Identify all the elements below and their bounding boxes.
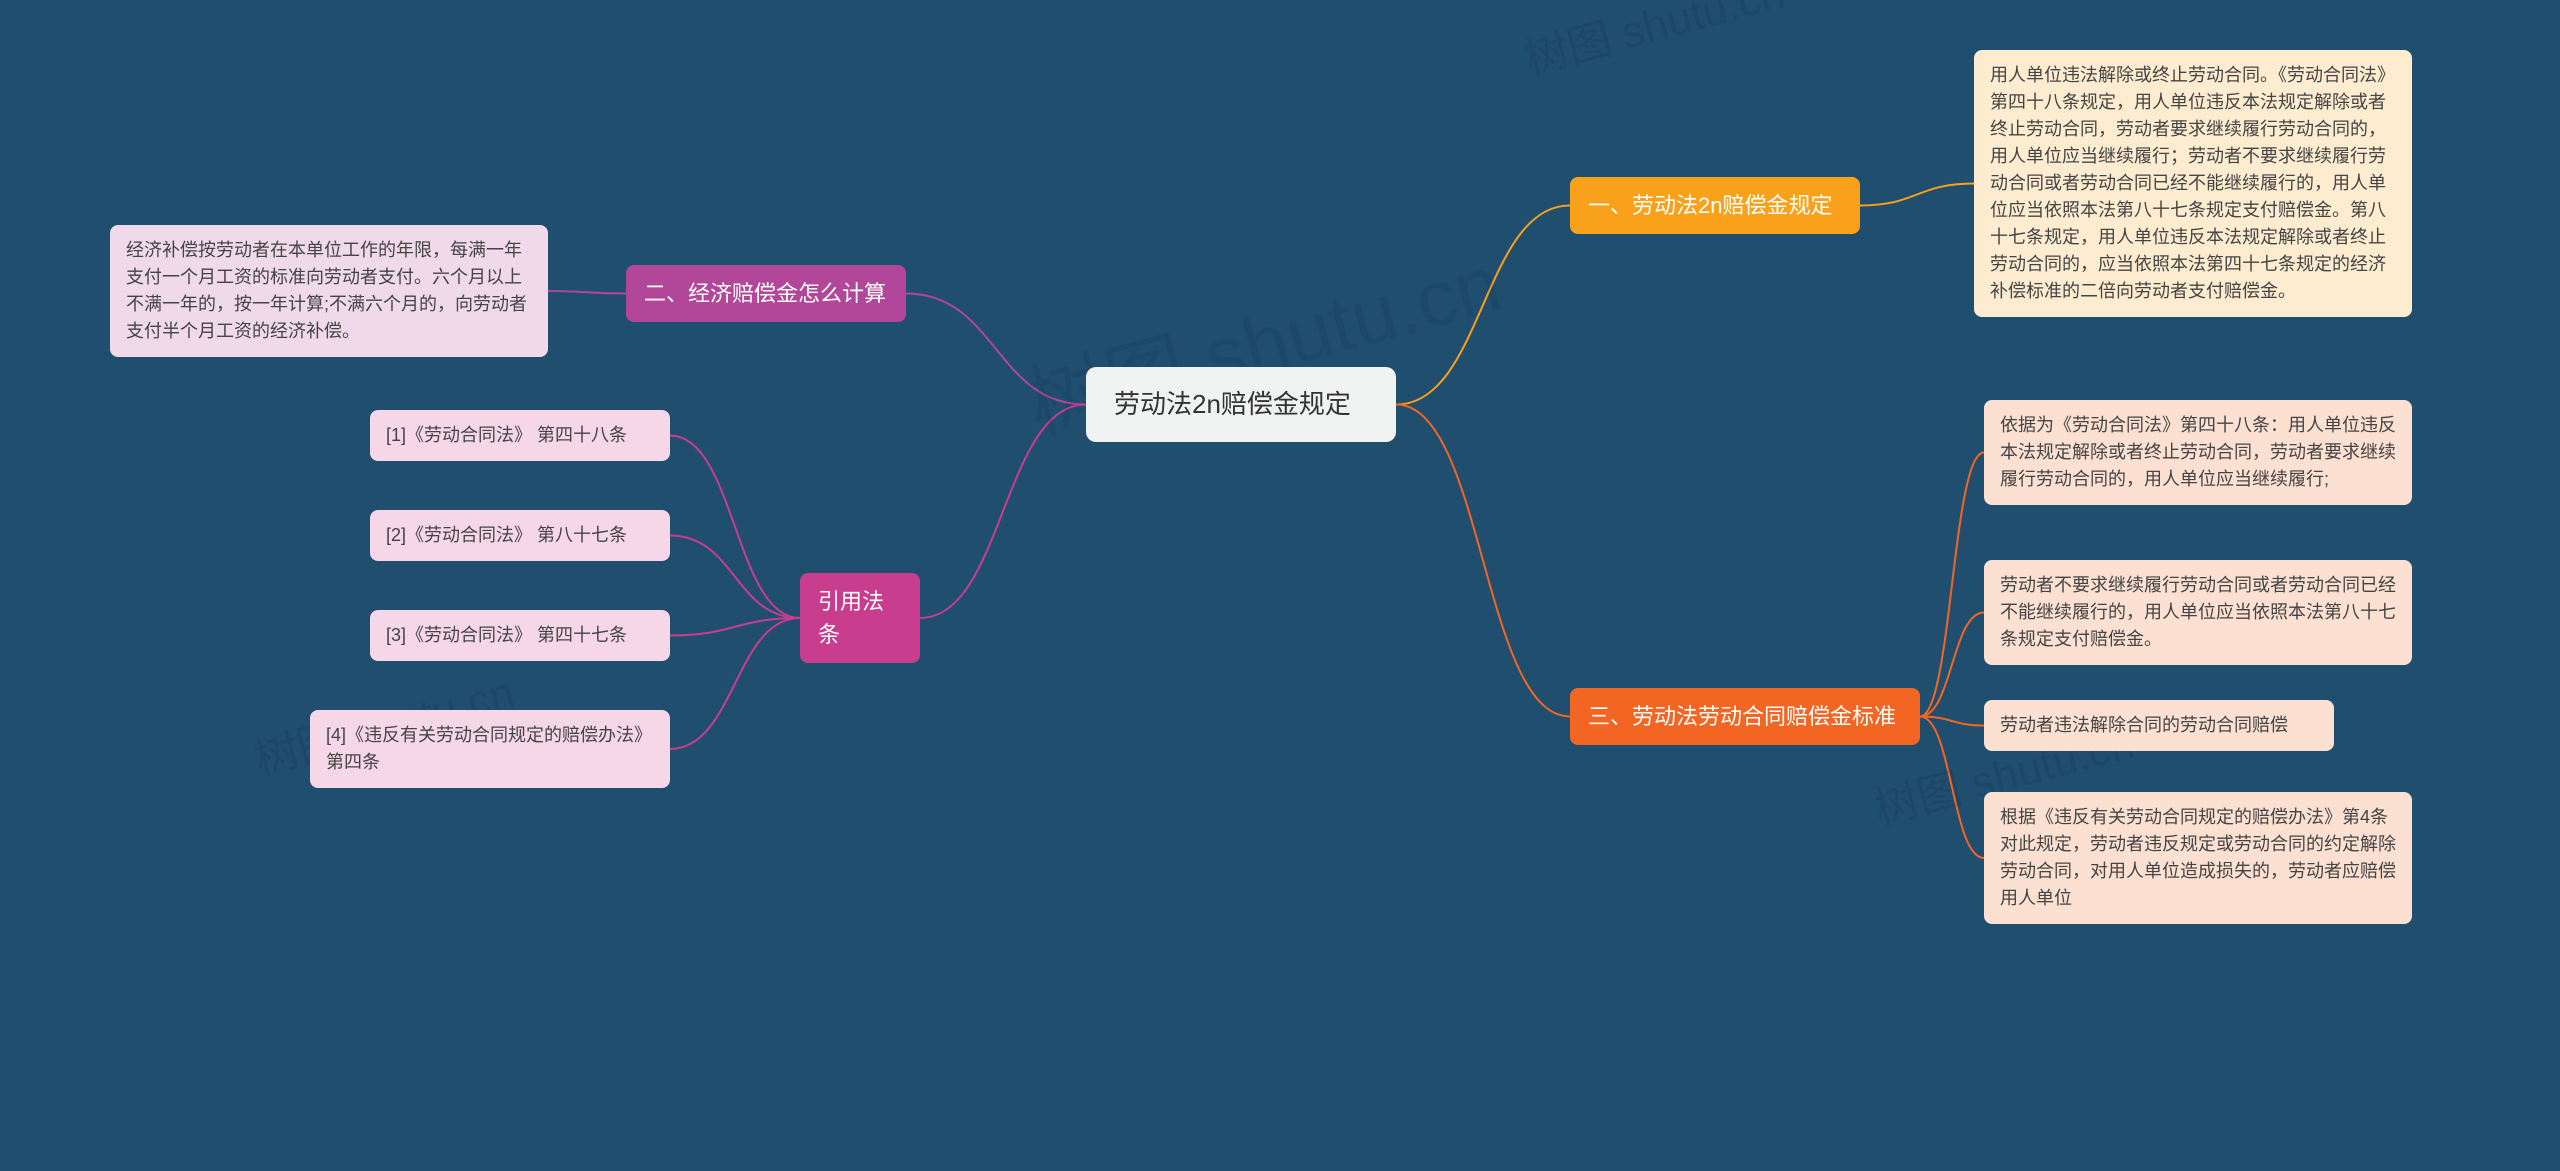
center-node[interactable]: 劳动法2n赔偿金规定 bbox=[1086, 367, 1396, 442]
branch-2-leaf-1[interactable]: 经济补偿按劳动者在本单位工作的年限，每满一年支付一个月工资的标准向劳动者支付。六… bbox=[110, 225, 548, 357]
mindmap-canvas: 树图 shutu.cn 树图 shutu.cn 树图 shutu.cn 树图 s… bbox=[0, 0, 2560, 1171]
branch-3-leaf-4[interactable]: 根据《违反有关劳动合同规定的赔偿办法》第4条对此规定，劳动者违反规定或劳动合同的… bbox=[1984, 792, 2412, 924]
branch-4-leaf-1[interactable]: [1]《劳动合同法》 第四十八条 bbox=[370, 410, 670, 461]
watermark: 树图 shutu.cn bbox=[1516, 0, 1790, 87]
branch-4-leaf-4[interactable]: [4]《违反有关劳动合同规定的赔偿办法》 第四条 bbox=[310, 710, 670, 788]
branch-3-leaf-2[interactable]: 劳动者不要求继续履行劳动合同或者劳动合同已经不能继续履行的，用人单位应当依照本法… bbox=[1984, 560, 2412, 665]
branch-3-leaf-1[interactable]: 依据为《劳动合同法》第四十八条：用人单位违反本法规定解除或者终止劳动合同，劳动者… bbox=[1984, 400, 2412, 505]
branch-4-leaf-2[interactable]: [2]《劳动合同法》 第八十七条 bbox=[370, 510, 670, 561]
branch-1[interactable]: 一、劳动法2n赔偿金规定 bbox=[1570, 177, 1860, 234]
branch-4-leaf-3[interactable]: [3]《劳动合同法》 第四十七条 bbox=[370, 610, 670, 661]
branch-3[interactable]: 三、劳动法劳动合同赔偿金标准 bbox=[1570, 688, 1920, 745]
branch-4[interactable]: 引用法条 bbox=[800, 573, 920, 663]
branch-3-leaf-3[interactable]: 劳动者违法解除合同的劳动合同赔偿 bbox=[1984, 700, 2334, 751]
branch-1-leaf-1[interactable]: 用人单位违法解除或终止劳动合同。《劳动合同法》第四十八条规定，用人单位违反本法规… bbox=[1974, 50, 2412, 317]
branch-2[interactable]: 二、经济赔偿金怎么计算 bbox=[626, 265, 906, 322]
